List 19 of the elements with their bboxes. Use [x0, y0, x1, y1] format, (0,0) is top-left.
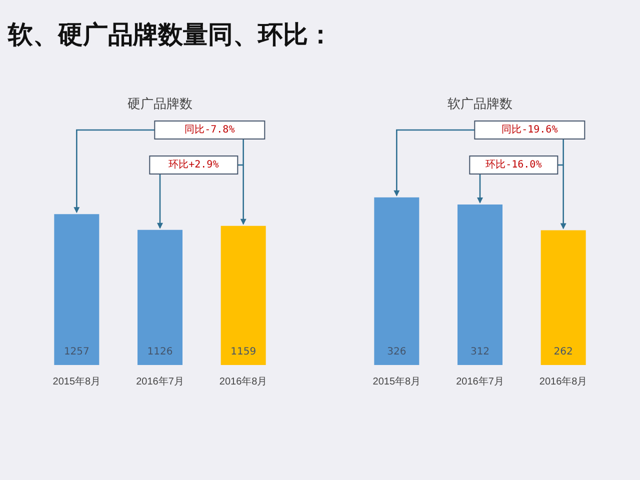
x-tick-label: 2016年8月 [219, 376, 268, 388]
chart-title: 软、硬广品牌数量同、环比： [8, 19, 333, 51]
x-tick-label: 2015年8月 [52, 376, 101, 388]
data-label: 1159 [230, 346, 256, 358]
x-tick-label: 2016年7月 [456, 376, 504, 388]
text: 环比-16.0% [486, 158, 542, 170]
data-label: 262 [554, 346, 573, 358]
text: 环比+2.9% [168, 158, 219, 170]
x-tick-label: 2015年8月 [372, 376, 421, 388]
data-label: 312 [470, 346, 490, 358]
chart-title: 软广品牌数 [448, 97, 512, 112]
x-tick-label: 2016年7月 [136, 376, 184, 388]
data-label: 326 [387, 346, 406, 358]
x-tick-label: 2016年8月 [539, 376, 588, 388]
data-label: 1257 [64, 346, 90, 358]
text: 同比-7.8% [184, 124, 235, 136]
text: 同比-19.6% [502, 124, 558, 136]
data-label: 1126 [147, 346, 173, 358]
chart-subtitle: 硬广品牌数 [128, 97, 192, 112]
